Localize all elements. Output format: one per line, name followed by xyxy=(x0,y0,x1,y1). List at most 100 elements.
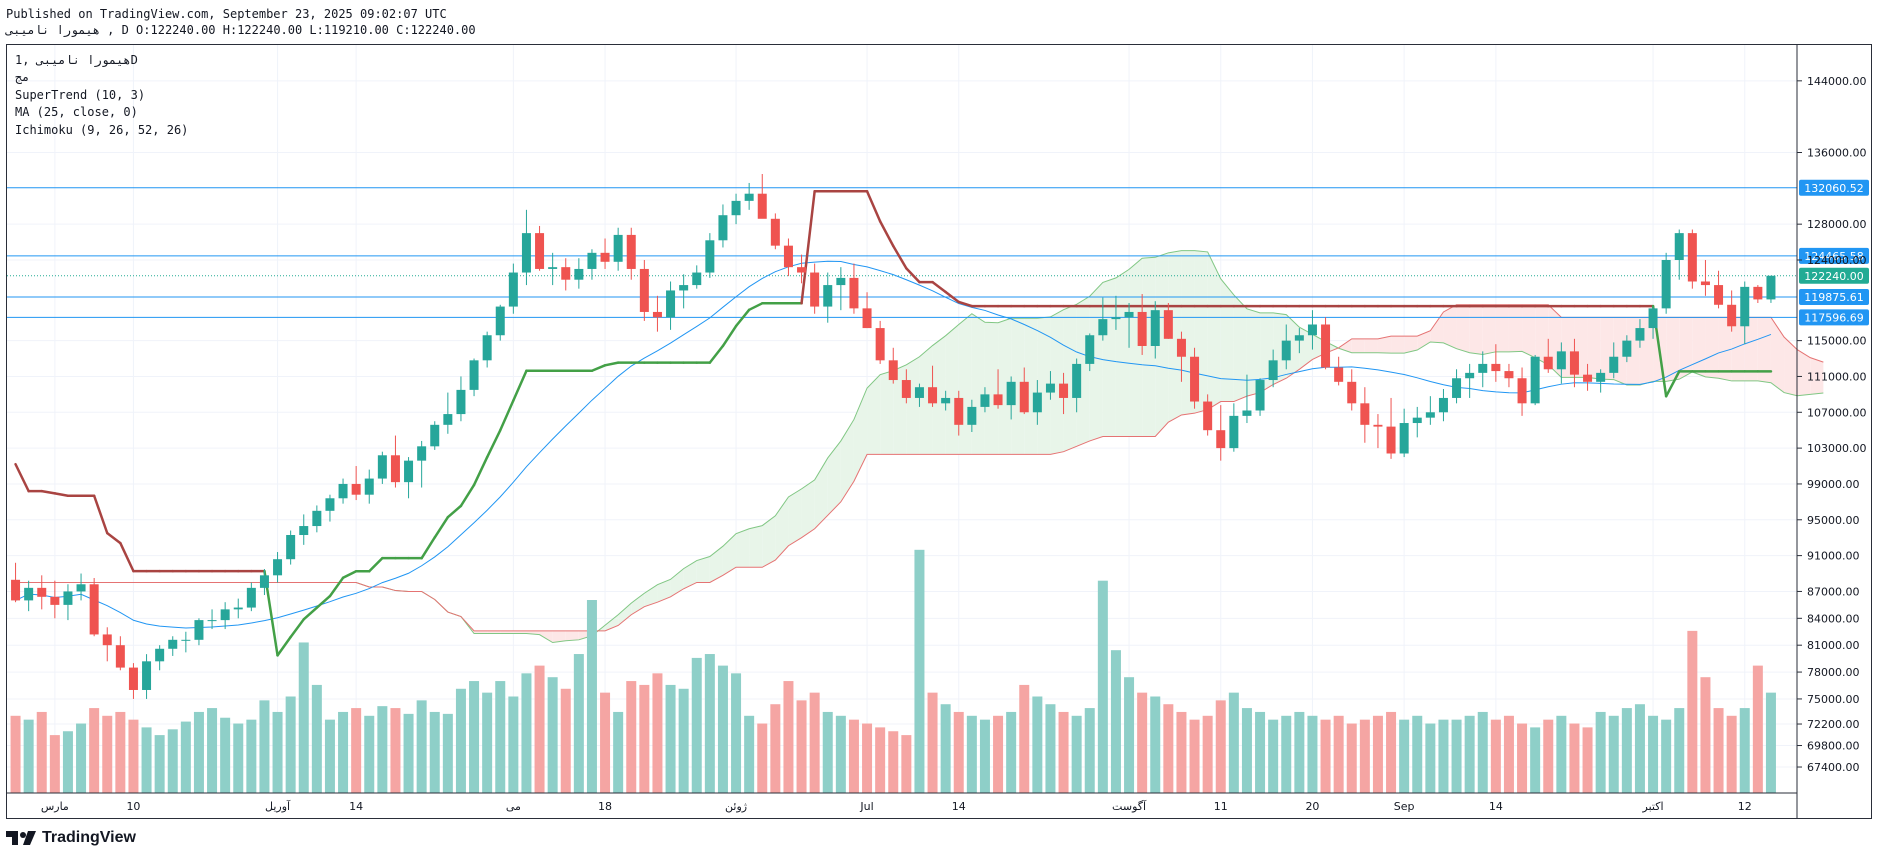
time-tick-label: مارس xyxy=(41,800,69,813)
candle-body xyxy=(168,639,178,649)
cloud-segment xyxy=(971,313,985,455)
volume-bar xyxy=(1097,580,1108,793)
volume-bar xyxy=(888,731,899,793)
cloud-segment xyxy=(998,318,1012,455)
published-caption: Published on TradingView.com, September … xyxy=(6,7,447,21)
volume-bar xyxy=(207,708,218,793)
price-tick-label: 81000.00 xyxy=(1807,639,1860,652)
candle-body xyxy=(404,460,414,483)
candle-body xyxy=(875,328,885,361)
cloud-segment xyxy=(1024,318,1038,455)
volume-bar xyxy=(809,692,820,793)
candle-body xyxy=(574,268,584,280)
candle-body xyxy=(810,272,820,307)
price-tick-label: 115000.00 xyxy=(1807,335,1867,348)
candle-body xyxy=(862,308,872,329)
volume-bar xyxy=(1110,650,1121,793)
legend-supertrend[interactable]: SuperTrend (10, 3) xyxy=(15,88,146,102)
cloud-segment xyxy=(749,525,763,568)
cloud-segment xyxy=(1757,317,1771,383)
level-label-bg xyxy=(1799,288,1869,305)
volume-bar xyxy=(1124,677,1135,793)
volume-bar xyxy=(822,711,833,793)
cloud-segment xyxy=(1207,251,1221,410)
candle-body xyxy=(11,579,21,601)
cloud-segment xyxy=(487,630,501,634)
supertrend-segment xyxy=(603,361,620,367)
price-tick-label: 75000.00 xyxy=(1807,693,1860,706)
cloud-segment xyxy=(906,356,920,455)
cloud-segment xyxy=(1286,314,1300,379)
volume-bar xyxy=(154,735,165,793)
candle-body xyxy=(744,193,754,201)
time-tick-label: Sep xyxy=(1394,800,1415,813)
volume-bar xyxy=(1032,696,1043,793)
candle-body xyxy=(1334,367,1344,382)
volume-bar xyxy=(1150,696,1161,793)
legend-ma[interactable]: MA (25, close, 0) xyxy=(15,105,138,119)
candle-body xyxy=(1399,423,1409,454)
volume-bar xyxy=(1071,715,1082,793)
volume-bar xyxy=(757,723,768,793)
candle-body xyxy=(587,252,597,269)
volume-bar xyxy=(1530,727,1541,793)
candle-body xyxy=(1085,335,1095,364)
candle-body xyxy=(1111,317,1121,320)
candle-body xyxy=(102,634,112,646)
horizontal-levels: 132060.52 124465.58 119875.61 117596.69 1222… xyxy=(7,179,1869,326)
cloud-segment xyxy=(1469,304,1483,355)
supertrend-segment xyxy=(905,267,921,284)
volume-bar xyxy=(560,688,571,793)
volume-bar xyxy=(796,700,807,793)
legend-ichimoku[interactable]: Ichimoku (9, 26, 52, 26) xyxy=(15,123,189,137)
volume-bar xyxy=(1045,704,1056,793)
volume-bar xyxy=(259,700,270,793)
candle-body xyxy=(1137,311,1147,346)
price-tick-label: 95000.00 xyxy=(1807,514,1860,527)
volume-bar xyxy=(1765,692,1776,793)
candle-body xyxy=(233,607,243,610)
candle-body xyxy=(1687,233,1697,282)
candle-body xyxy=(954,397,964,425)
cloud-segment xyxy=(958,313,972,455)
candle-body xyxy=(1307,324,1317,336)
level-label: 132060.52 xyxy=(1804,182,1864,195)
volume-bar xyxy=(180,721,191,793)
cloud-segment xyxy=(631,593,645,615)
volume-bar xyxy=(1176,711,1187,793)
volume-bar xyxy=(704,654,715,793)
candle-body xyxy=(1661,259,1671,309)
cloud-segment xyxy=(1810,357,1824,395)
volume-bar xyxy=(1503,715,1514,793)
volume-bar xyxy=(953,711,964,793)
volume-bar xyxy=(1412,715,1423,793)
level-label: 117596.69 xyxy=(1804,311,1864,324)
volume-bar xyxy=(1543,719,1554,793)
supertrend-segment xyxy=(944,290,960,304)
candle-body xyxy=(849,277,859,309)
cloud-segment xyxy=(1731,317,1745,381)
volume-bar xyxy=(1661,719,1672,793)
candle-body xyxy=(495,306,505,336)
legend-symbol: هیمورا نامیبی ,1D xyxy=(15,53,138,67)
volume-bar xyxy=(455,688,466,793)
supertrend-segment xyxy=(106,531,122,545)
supertrend-segment xyxy=(472,455,489,487)
candle-body xyxy=(1006,381,1016,406)
cloud-segment xyxy=(696,556,710,583)
volume-bar xyxy=(1268,719,1279,793)
candle-body xyxy=(1727,304,1737,327)
volume-bar xyxy=(23,719,34,793)
volume-bar xyxy=(416,700,427,793)
volume-bar xyxy=(1294,711,1305,793)
candle-body xyxy=(1425,412,1435,418)
volume-bar xyxy=(665,684,676,793)
candle-body xyxy=(1176,338,1186,357)
time-tick-label: 20 xyxy=(1305,800,1319,813)
volume-bar xyxy=(10,715,21,793)
candle-body xyxy=(914,387,924,398)
cloud-segment xyxy=(1404,336,1418,354)
volume-bar xyxy=(49,735,60,793)
volume-bar xyxy=(731,673,742,793)
